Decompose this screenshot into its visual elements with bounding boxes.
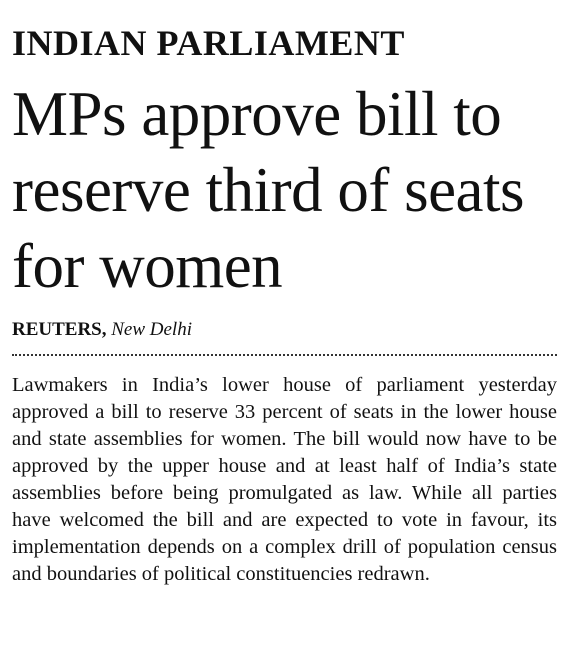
article-body: Lawmakers in India’s lower house of parl… [12,374,557,585]
byline-agency: REUTERS, [12,319,107,340]
dotted-divider [12,354,557,356]
byline: REUTERS, New Delhi [12,318,192,342]
byline-location: New Delhi [111,319,192,340]
section-kicker: INDIAN PARLIAMENT [12,23,405,63]
headline: MPs approve bill to reserve third of sea… [12,79,525,301]
